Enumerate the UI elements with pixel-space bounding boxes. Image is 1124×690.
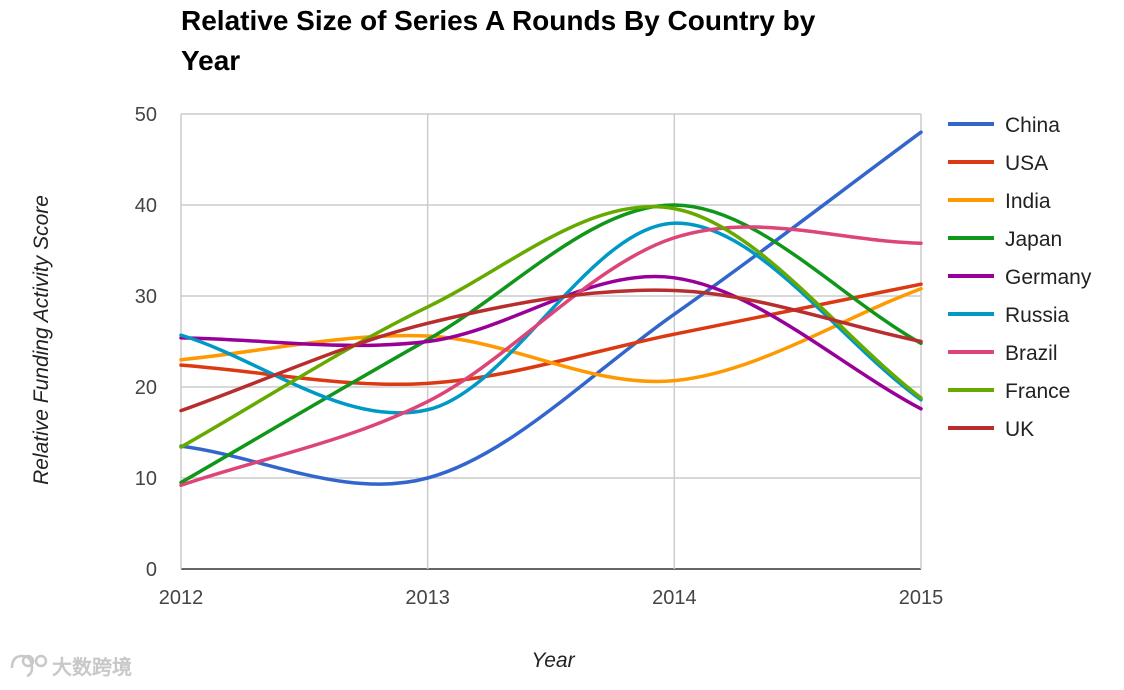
series-line-japan <box>179 203 923 485</box>
legend-label: USA <box>1005 152 1048 175</box>
y-tick-label: 0 <box>146 559 157 581</box>
chart-title-line: Year <box>181 45 240 76</box>
x-axis-ticks: 2012 2013 2014 2015 <box>159 587 944 609</box>
series-line-brazil <box>179 225 923 488</box>
legend-label: France <box>1005 380 1070 403</box>
logo-icon <box>10 654 48 678</box>
legend-label: Germany <box>1005 266 1092 289</box>
legend-label: Brazil <box>1005 342 1058 365</box>
y-axis-ticks: 0 10 20 30 40 50 <box>135 104 157 581</box>
series-line-uk <box>179 288 923 413</box>
y-tick-label: 40 <box>135 195 157 217</box>
series-line-china <box>179 130 923 486</box>
legend-label: India <box>1005 190 1051 213</box>
legend-label: UK <box>1005 418 1034 441</box>
x-tick-label: 2015 <box>899 587 944 609</box>
legend-label: Russia <box>1005 304 1070 327</box>
legend: China USA India Japan Germany Russia Brazil Fra… <box>948 114 1092 441</box>
x-axis-title: Year <box>531 649 575 672</box>
chart-title-line: Relative Size of Series A Rounds By Coun… <box>181 5 816 36</box>
chart-title: Relative Size of Series A Rounds By Coun… <box>181 5 816 76</box>
y-tick-label: 20 <box>135 377 157 399</box>
series-line-russia <box>179 221 923 415</box>
x-tick-label: 2013 <box>405 587 450 609</box>
y-axis-title: Relative Funding Activity Score <box>30 195 53 485</box>
x-tick-label: 2014 <box>652 587 697 609</box>
series-line-france <box>179 205 923 449</box>
y-tick-label: 30 <box>135 286 157 308</box>
y-tick-label: 50 <box>135 104 157 126</box>
y-tick-label: 10 <box>135 468 157 490</box>
series-lines <box>179 130 923 488</box>
legend-label: China <box>1005 114 1060 137</box>
x-tick-label: 2012 <box>159 587 204 609</box>
watermark-text: 大数跨境 <box>52 655 132 679</box>
watermark: 大数跨境 <box>10 654 132 679</box>
legend-label: Japan <box>1005 228 1062 251</box>
